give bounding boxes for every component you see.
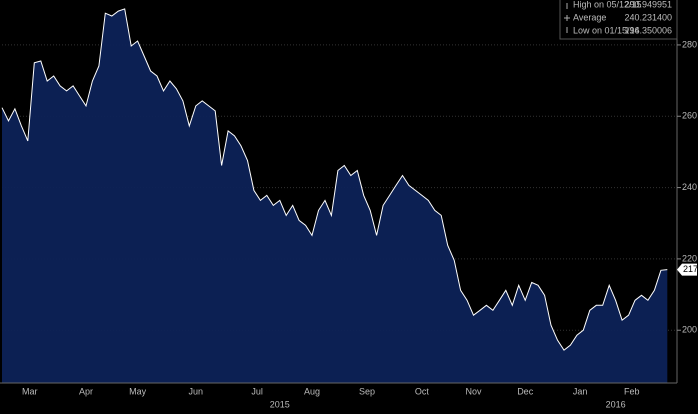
x-tick-label: Aug	[304, 386, 320, 396]
legend-label: Low on 01/15/16	[573, 25, 640, 35]
year-label: 2016	[606, 399, 626, 409]
x-tick-label: Mar	[22, 386, 38, 396]
x-tick-label: Feb	[624, 386, 640, 396]
plot	[1, 8, 668, 384]
legend-value: 194.350006	[624, 25, 672, 35]
x-tick-label: Oct	[415, 386, 430, 396]
x-tick-label: May	[129, 386, 147, 396]
x-tick-label: Jun	[189, 386, 204, 396]
x-tick-label: Apr	[79, 386, 93, 396]
y-tick-label: 220	[682, 253, 697, 263]
legend-box	[559, 0, 678, 40]
x-tick-label: Nov	[466, 386, 483, 396]
last-value-label: 217	[683, 264, 698, 274]
y-tick-label: 280	[682, 39, 697, 49]
x-tick-label: Jul	[251, 386, 263, 396]
legend: High on 05/12/15 290.949951 Average 240.…	[559, 0, 678, 40]
legend-value: 240.231400	[624, 12, 672, 22]
last-value-badge	[677, 263, 697, 276]
legend-label: Average	[573, 12, 606, 22]
y-tick-label: 260	[682, 111, 697, 121]
line	[1, 8, 668, 351]
year-label: 2015	[270, 399, 290, 409]
y-tick-label: 200	[682, 325, 697, 335]
axes: 200 220 240 260 280 Mar Apr May Jun Jul Aug Sep Oct N…	[22, 39, 698, 409]
x-tick-label: Dec	[517, 386, 534, 396]
legend-label: High on 05/12/15	[573, 0, 642, 9]
x-tick-label: Jan	[573, 386, 588, 396]
y-tick-label: 240	[682, 182, 697, 192]
legend-value: 290.949951	[624, 0, 672, 9]
x-tick-label: Sep	[359, 386, 375, 396]
